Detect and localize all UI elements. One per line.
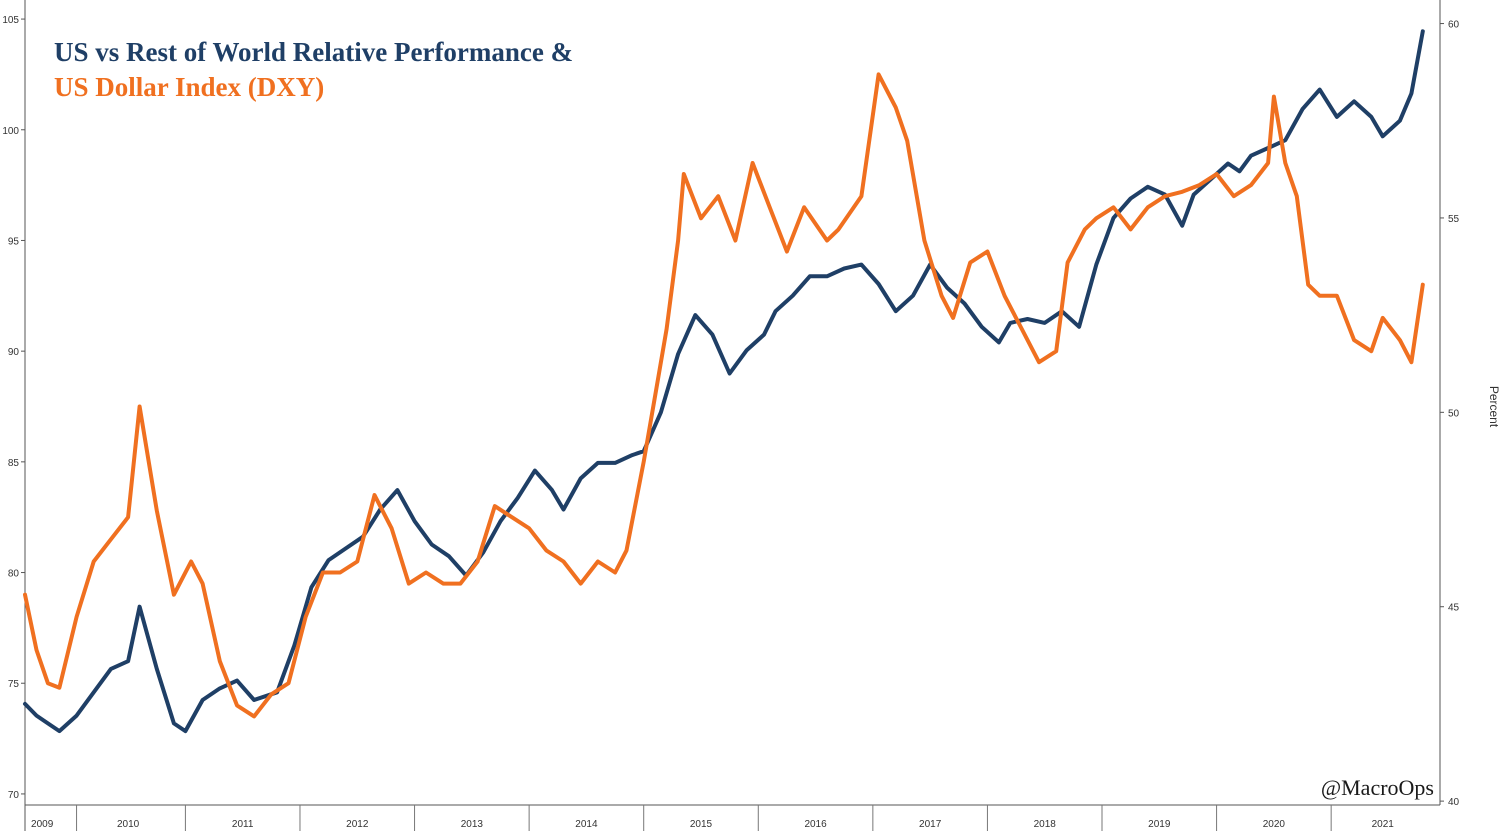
chart-title-line1: US vs Rest of World Relative Performance…	[54, 37, 573, 68]
left-tick-label-70: 70	[8, 790, 20, 801]
watermark: @MacroOps	[1320, 775, 1434, 800]
title-series1-text: US vs Rest of World Relative Performance	[54, 37, 544, 67]
x-tick-label-2017: 2017	[919, 819, 942, 830]
series-layer	[23, 29, 1425, 734]
chart-title-line2: US Dollar Index (DXY)	[54, 72, 324, 103]
ticks-layer: 70 75 80 85 90 95 100 105 40 45 50 55 60 Percent 2009 2…	[2, 15, 1500, 830]
x-tick-label-2019: 2019	[1148, 819, 1171, 830]
axes-layer	[24, 0, 1441, 831]
x-tick-label-2018: 2018	[1034, 819, 1057, 830]
left-tick-label-90: 90	[8, 347, 20, 358]
x-tick-label-2009: 2009	[31, 819, 54, 830]
left-tick-label-75: 75	[8, 679, 20, 690]
right-tick-label-55: 55	[1448, 214, 1460, 225]
left-tick-label-80: 80	[8, 569, 20, 580]
right-tick-label-40: 40	[1448, 797, 1460, 808]
left-tick-label-105: 105	[2, 15, 19, 26]
dxy-line	[23, 72, 1425, 719]
x-tick-label-2012: 2012	[346, 819, 369, 830]
x-tick-label-2021: 2021	[1372, 819, 1395, 830]
x-tick-label-2016: 2016	[804, 819, 827, 830]
right-tick-label-45: 45	[1448, 603, 1460, 614]
x-tick-label-2020: 2020	[1263, 819, 1286, 830]
x-tick-label-2010: 2010	[117, 819, 140, 830]
x-tick-label-2013: 2013	[461, 819, 484, 830]
x-tick-label-2014: 2014	[575, 819, 598, 830]
us-relative-performance-line	[23, 29, 1425, 734]
title-series2-text: US Dollar Index (DXY)	[54, 72, 325, 102]
x-tick-label-2011: 2011	[232, 819, 254, 830]
right-tick-label-60: 60	[1448, 20, 1460, 31]
left-tick-label-100: 100	[2, 126, 19, 137]
x-tick-label-2015: 2015	[690, 819, 713, 830]
right-axis-label: Percent	[1487, 386, 1500, 428]
title-ampersand: &	[550, 37, 574, 67]
right-tick-label-50: 50	[1448, 408, 1460, 419]
left-tick-label-95: 95	[8, 236, 20, 247]
left-tick-label-85: 85	[8, 458, 20, 469]
